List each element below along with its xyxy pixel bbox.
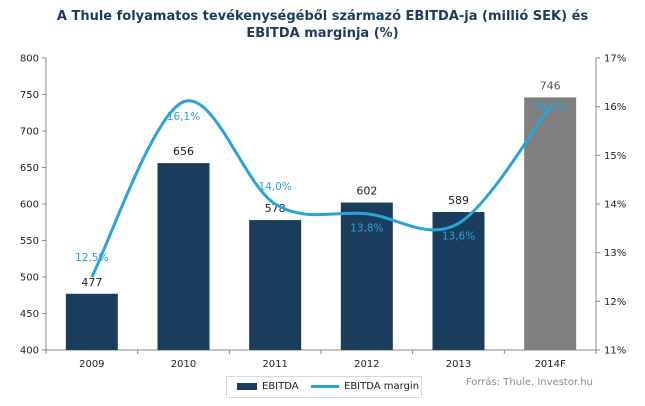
source-note: Forrás: Thule, Investor.hu (465, 377, 593, 388)
y-tick-label-left: 550 (20, 236, 39, 247)
y-tick-label-right: 17% (604, 54, 626, 65)
y-tick-label-right: 11% (604, 346, 626, 357)
line-data-label: 16,0% (533, 102, 566, 114)
bar-label: 477 (81, 276, 102, 289)
y-tick-label-left: 750 (20, 90, 39, 101)
bar (157, 163, 210, 350)
x-tick-label: 2012 (354, 359, 379, 370)
line-data-label: 16,1% (167, 111, 200, 123)
bar (65, 293, 118, 350)
bar-label: 602 (356, 185, 377, 198)
y-tick-label-left: 450 (20, 309, 39, 320)
y-tick-label-left: 400 (20, 346, 39, 357)
bar (524, 97, 577, 350)
x-tick-label: 2014F (535, 359, 566, 370)
legend-swatch-ebitda (237, 383, 257, 390)
bar-label: 746 (540, 79, 561, 92)
series-line-ebitda-margin (90, 99, 552, 278)
line-data-label: 12,5% (75, 252, 108, 264)
x-tick-label: 2010 (171, 359, 196, 370)
y-tick-label-right: 13% (604, 248, 626, 259)
x-tick-label: 2011 (262, 359, 287, 370)
legend-item-ebitda: EBITDA (237, 381, 299, 392)
bar (432, 212, 485, 350)
y-tick-label-left: 600 (20, 200, 39, 211)
bar (340, 202, 393, 350)
y-tick-label-right: 16% (604, 102, 626, 113)
x-tick-label: 2009 (79, 359, 104, 370)
chart-title: A Thule folyamatos tevékenységéből szárm… (0, 8, 645, 42)
legend-item-ebitda-margin: EBITDA margin (311, 381, 419, 392)
y-tick-label-left: 800 (20, 54, 39, 65)
x-tick-label: 2013 (446, 359, 471, 370)
legend-swatch-ebitda-margin (311, 385, 339, 388)
y-tick-label-right: 12% (604, 297, 626, 308)
chart-title-line-1: A Thule folyamatos tevékenységéből szárm… (56, 9, 589, 24)
legend-label-ebitda-margin: EBITDA margin (344, 381, 420, 392)
bar-label: 589 (448, 194, 469, 207)
bar (249, 220, 302, 350)
chart-title-line-2: EBITDA marginja (%) (246, 26, 399, 41)
y-tick-label-left: 500 (20, 273, 39, 284)
y-tick-label-right: 15% (604, 151, 626, 162)
y-tick-label-right: 14% (604, 200, 626, 211)
legend-label-ebitda: EBITDA (262, 381, 299, 392)
line-data-label: 14,0% (258, 181, 291, 193)
legend: EBITDA EBITDA margin (226, 376, 422, 398)
bar-label: 656 (173, 145, 194, 158)
y-tick-label-left: 700 (20, 127, 39, 138)
y-tick-label-left: 650 (20, 163, 39, 174)
line-data-label: 13,8% (350, 223, 383, 235)
line-data-label: 13,6% (442, 230, 475, 242)
